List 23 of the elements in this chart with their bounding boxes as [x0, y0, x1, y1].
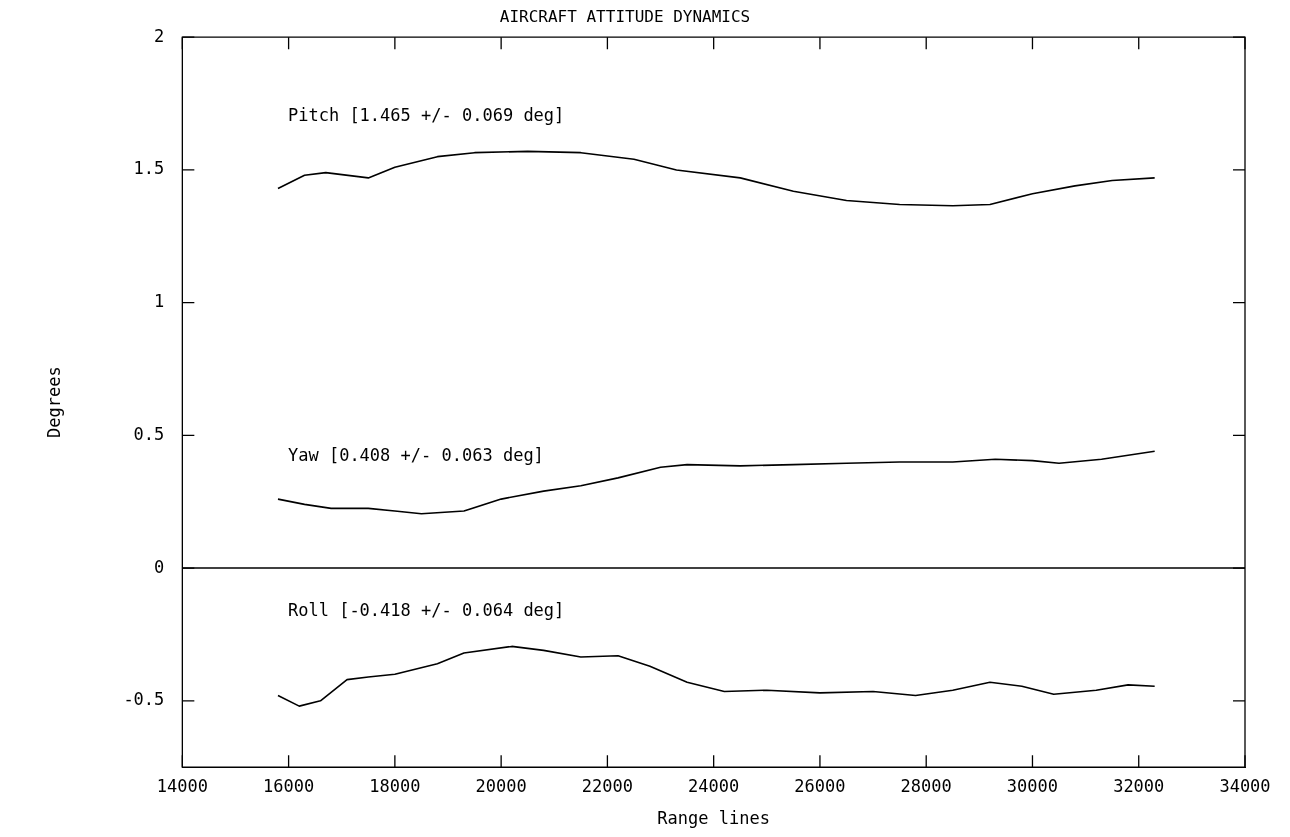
x-tick-label: 28000 — [900, 775, 952, 796]
x-axis-title: Range lines — [657, 808, 770, 829]
x-tick-label: 34000 — [1219, 775, 1271, 796]
x-tick-label: 16000 — [263, 775, 315, 796]
x-tick-label: 26000 — [794, 775, 846, 796]
y-axis-title: Degrees — [43, 366, 64, 439]
y-tick-label: 1.5 — [133, 158, 165, 179]
series-label: Yaw [0.408 +/- 0.063 deg] — [287, 445, 544, 466]
y-tick-label: 1 — [154, 291, 165, 312]
x-tick-label: 18000 — [369, 775, 421, 796]
x-tick-label: 32000 — [1113, 775, 1165, 796]
series-label: Roll [-0.418 +/- 0.064 deg] — [287, 600, 565, 621]
y-tick-label: 0.5 — [133, 423, 165, 444]
chart-title: AIRCRAFT ATTITUDE DYNAMICS — [499, 6, 751, 26]
series-label: Pitch [1.465 +/- 0.069 deg] — [287, 105, 565, 126]
x-tick-label: 30000 — [1006, 775, 1059, 796]
y-tick-label: 0 — [154, 556, 165, 577]
y-tick-label: -0.5 — [123, 689, 165, 710]
x-tick-label: 24000 — [688, 775, 740, 796]
x-tick-label: 22000 — [581, 775, 633, 796]
x-tick-label: 14000 — [156, 775, 208, 796]
x-tick-label: 20000 — [475, 775, 527, 796]
y-tick-label: 2 — [154, 25, 165, 46]
